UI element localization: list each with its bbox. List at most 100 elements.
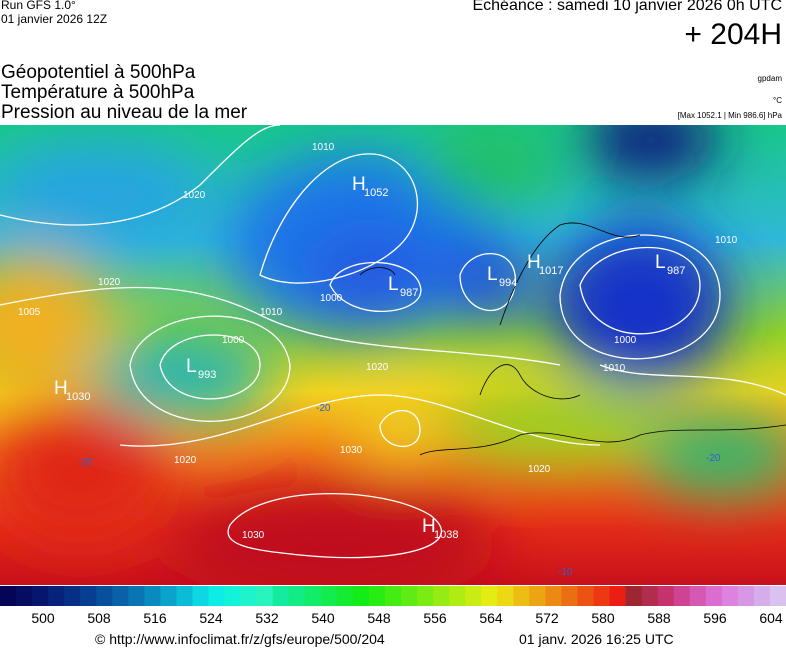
colorbar-swatch [769, 586, 786, 606]
center-value: 987 [400, 287, 418, 299]
colorbar-swatch [561, 586, 578, 606]
colorbar-swatch [304, 586, 322, 606]
colorbar-swatch [513, 586, 530, 606]
isobar-label: 1010 [603, 363, 626, 374]
center-kind: H [54, 378, 68, 399]
isobar-label: 1000 [614, 335, 637, 346]
run-date: 01 janvier 2026 12Z [1, 12, 108, 26]
colorbar-swatch [160, 586, 177, 606]
center-kind: L [487, 264, 498, 285]
colorbar-swatch [609, 586, 627, 606]
colorbar-swatch [705, 586, 723, 606]
source: © http://www.infoclimat.fr/z/gfs/europe/… [95, 631, 385, 647]
colorbar-label: 508 [87, 610, 111, 625]
colorbar-swatch [224, 586, 242, 606]
isobar-label: 1020 [174, 455, 197, 466]
colorbar-swatch [641, 586, 659, 606]
center-kind: H [527, 252, 541, 273]
colorbar-swatch [48, 586, 65, 606]
field-name: Géopotentiel à 500hPa [1, 62, 196, 83]
colorbar-label: 588 [647, 610, 671, 625]
colorbar-swatch [689, 586, 707, 606]
colorbar-swatch [545, 586, 562, 606]
temperature-label: -20 [706, 453, 721, 464]
colorbar-label: 516 [143, 610, 167, 625]
colorbar-swatch [80, 586, 97, 606]
colorbar-swatch [32, 586, 49, 606]
colorbar-swatch [320, 586, 338, 606]
colorbar-swatch [433, 586, 450, 606]
center-kind: H [352, 174, 366, 195]
colorbar-label: 500 [31, 610, 55, 625]
colorbar-swatch [401, 586, 418, 606]
colorbar-swatch [577, 586, 595, 606]
colorbar-label: 532 [255, 610, 279, 625]
lead-time: + 204H [684, 18, 782, 51]
center-kind: H [422, 516, 436, 537]
colorbar-swatch [417, 586, 434, 606]
colorbar-swatch [144, 586, 161, 606]
isobar-label: 1010 [260, 307, 283, 318]
unit-label: gpdam [757, 74, 782, 83]
center-value: 987 [667, 265, 685, 277]
center-kind: L [655, 252, 666, 273]
colorbar-swatch [497, 586, 514, 606]
isobar-label: 1020 [528, 464, 551, 475]
colorbar-swatch [721, 586, 739, 606]
temperature-label: -10 [558, 567, 573, 578]
isobar-label: 1005 [18, 307, 41, 318]
colorbar-swatch [112, 586, 129, 606]
colorbar-label: 556 [423, 610, 447, 625]
isobar-label: 1030 [340, 445, 363, 456]
colorbar-swatch [449, 586, 466, 606]
center-value: 1038 [434, 529, 458, 541]
colorbar-swatch [288, 586, 306, 606]
forecast-time: Echéance : samedi 10 janvier 2026 0h UTC [472, 0, 782, 14]
run-label: Run GFS 1.0° [1, 0, 76, 12]
colorbar-swatch [240, 586, 258, 606]
colorbar-swatch [593, 586, 611, 606]
generated-time: 01 janv. 2026 16:25 UTC [519, 631, 674, 647]
colorbar-label: 524 [199, 610, 223, 625]
isobar-label: 1000 [320, 293, 343, 304]
colorbar-swatch [128, 586, 145, 606]
center-value: 1052 [364, 187, 388, 199]
colorbar-swatch [208, 586, 226, 606]
colorbar-swatch [272, 586, 290, 606]
colorbar-swatch [352, 586, 370, 606]
field-name: Température à 500hPa [1, 82, 195, 103]
colorbar-swatch [368, 586, 386, 606]
center-kind: L [388, 274, 399, 295]
colorbar-label: 548 [367, 610, 391, 625]
colorbar-label: 572 [535, 610, 559, 625]
center-value: 993 [198, 369, 216, 381]
temperature-label: -20 [78, 457, 93, 468]
isobar-label: 1000 [222, 335, 245, 346]
colorbar-swatch [384, 586, 402, 606]
center-value: 1030 [66, 391, 90, 403]
unit-label: [Max 1052.1 | Min 986.6] hPa [677, 111, 782, 120]
colorbar-swatch [256, 586, 274, 606]
colorbar-swatch [529, 586, 546, 606]
colorbar-swatch [96, 586, 113, 606]
colorbar-swatch [64, 586, 81, 606]
colorbar-label: 540 [311, 610, 335, 625]
colorbar-swatch [625, 586, 643, 606]
colorbar: 500 508 516 524 532 540 548 556 564 572 580 588 596 6… [0, 586, 786, 625]
isobar-label: 1020 [183, 190, 206, 201]
colorbar-swatch [16, 586, 33, 606]
center-kind: L [186, 356, 197, 377]
colorbar-swatch [465, 586, 482, 606]
colorbar-swatch [192, 586, 210, 606]
colorbar-swatch [0, 586, 17, 606]
center-value: 994 [499, 277, 517, 289]
colorbar-swatch [673, 586, 691, 606]
colorbar-label: 604 [759, 610, 783, 625]
temperature-label: -20 [316, 403, 331, 414]
colorbar-label: 596 [703, 610, 727, 625]
center-value: 1017 [539, 265, 563, 277]
colorbar-label: 580 [591, 610, 615, 625]
colorbar-swatch [737, 586, 755, 606]
